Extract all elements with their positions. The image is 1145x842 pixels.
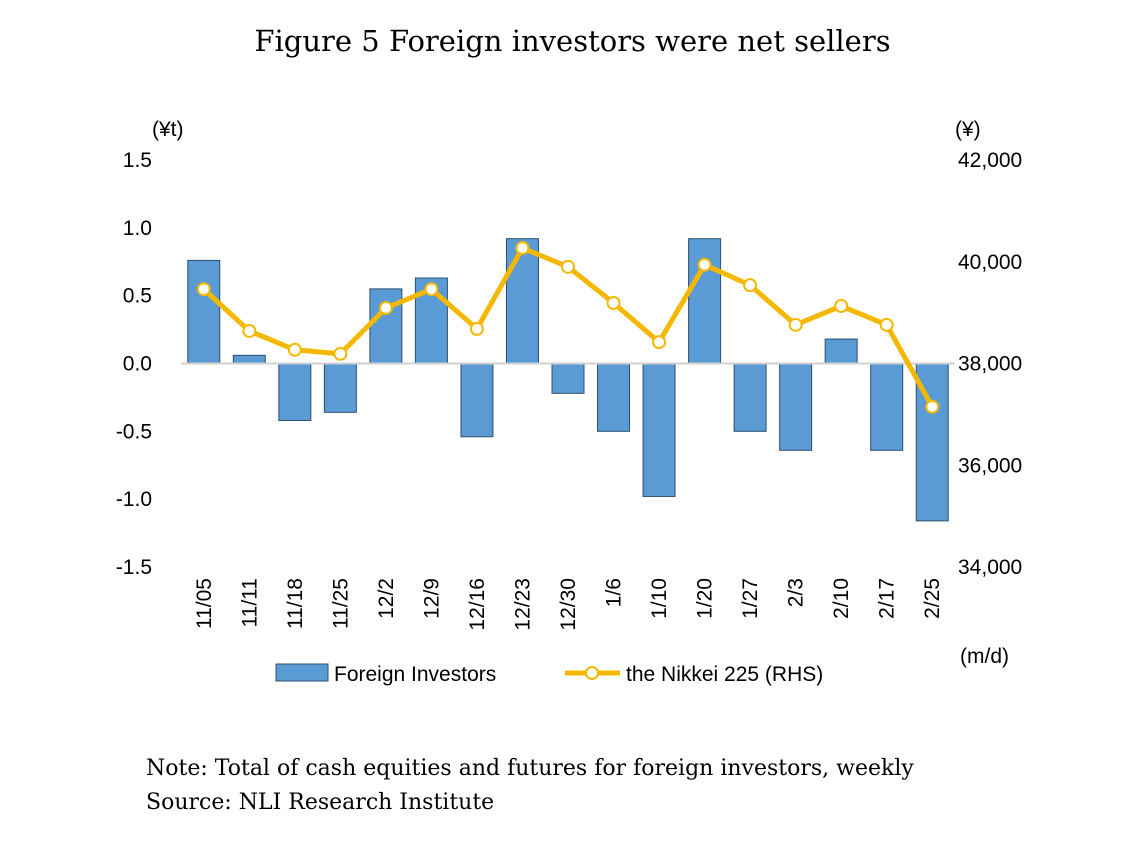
x-axis-label: (m/d) <box>960 645 1009 668</box>
nikkei-point-11-18 <box>287 342 302 357</box>
x-tick-label: 11/25 <box>329 578 352 629</box>
right-tick-label: 34,000 <box>958 556 1022 579</box>
nikkei-point-11-05 <box>196 282 211 297</box>
x-tick-label: 11/05 <box>193 578 216 629</box>
bar-1-6 <box>597 363 631 432</box>
chart-source: Source: NLI Research Institute <box>146 790 495 815</box>
nikkei-point-2-17 <box>879 317 894 332</box>
right-axis-label: (¥) <box>955 118 981 141</box>
bar-12-16 <box>460 363 494 438</box>
bar-1-27 <box>733 363 767 432</box>
legend-line-marker <box>585 666 599 680</box>
nikkei-point-2-10 <box>834 299 849 314</box>
bar-11-18 <box>278 363 312 421</box>
left-tick-label: 0.5 <box>123 285 152 308</box>
bar-1-10 <box>642 363 676 497</box>
x-tick-label: 12/30 <box>557 578 580 631</box>
nikkei-point-12-23 <box>515 241 530 256</box>
legend-label-foreign-investors: Foreign Investors <box>334 663 496 686</box>
x-tick-label: 1/20 <box>694 578 717 619</box>
x-tick-label: 12/9 <box>420 578 443 619</box>
x-tick-label: 11/11 <box>238 578 261 627</box>
chart-title: Figure 5 Foreign investors were net sell… <box>254 24 891 58</box>
nikkei-point-1-27 <box>743 278 758 293</box>
legend: Foreign Investors the Nikkei 225 (RHS) <box>275 663 823 686</box>
x-tick-label: 12/23 <box>511 578 534 631</box>
left-axis-label: (¥t) <box>152 118 184 141</box>
x-tick-label: 2/3 <box>785 578 808 607</box>
bar-2-3 <box>779 363 813 451</box>
right-tick-label: 38,000 <box>958 353 1022 376</box>
right-tick-label: 42,000 <box>958 149 1022 172</box>
left-tick-label: -1.5 <box>116 556 152 579</box>
legend-bar-swatch <box>275 663 329 682</box>
right-tick-label: 36,000 <box>958 454 1022 477</box>
nikkei-point-1-6 <box>606 295 621 310</box>
bar-11-05 <box>187 259 221 365</box>
nikkei-point-2-3 <box>788 317 803 332</box>
bar-12-23 <box>505 238 539 364</box>
x-tick-label: 12/2 <box>375 578 398 619</box>
nikkei-point-12-16 <box>469 321 484 336</box>
right-tick-label: 40,000 <box>958 251 1022 274</box>
x-tick-label: 12/16 <box>466 578 489 631</box>
x-tick-label: 2/25 <box>921 578 944 619</box>
nikkei-point-2-25 <box>925 399 940 414</box>
x-tick-label: 1/6 <box>603 578 626 607</box>
bar-2-10 <box>824 338 858 364</box>
nikkei-point-11-11 <box>242 323 257 338</box>
bar-2-17 <box>870 363 904 451</box>
nikkei-point-12-2 <box>378 301 393 316</box>
left-tick-label: 0.0 <box>123 353 152 376</box>
nikkei-point-12-9 <box>424 282 439 297</box>
bar-12-2 <box>369 288 403 364</box>
bar-12-30 <box>551 363 585 394</box>
bar-11-25 <box>323 363 357 413</box>
legend-label-nikkei: the Nikkei 225 (RHS) <box>626 663 823 686</box>
nikkei-point-1-20 <box>697 257 712 272</box>
left-tick-label: 1.0 <box>123 217 152 240</box>
x-tick-label: 1/27 <box>739 578 762 619</box>
x-tick-label: 2/10 <box>830 578 853 619</box>
nikkei-point-1-10 <box>652 335 667 350</box>
nikkei-point-12-30 <box>561 259 575 274</box>
nikkei-point-11-25 <box>333 346 348 361</box>
chart-note: Note: Total of cash equities and futures… <box>146 756 914 781</box>
x-tick-label: 2/17 <box>876 578 899 619</box>
x-tick-label: 1/10 <box>648 578 671 619</box>
x-tick-label: 11/18 <box>284 578 307 629</box>
bar-11-11 <box>232 354 266 364</box>
bar-1-20 <box>688 238 722 364</box>
left-tick-label: -1.0 <box>116 488 152 511</box>
left-tick-label: -0.5 <box>116 420 152 443</box>
left-tick-label: 1.5 <box>123 149 152 172</box>
